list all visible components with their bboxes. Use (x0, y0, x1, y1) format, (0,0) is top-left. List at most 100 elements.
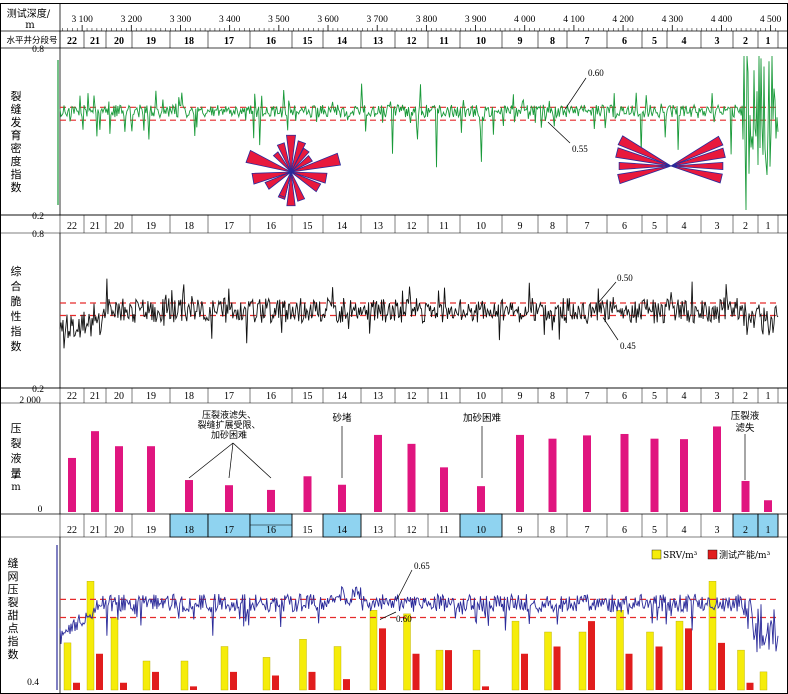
srv-bar (675, 620, 684, 691)
srv-bar (299, 639, 307, 691)
legend-swatch (707, 549, 718, 560)
segment-label: 6 (622, 36, 627, 47)
test-productivity-bar (521, 653, 528, 690)
panel4-segment-row-label: 21 (90, 525, 100, 536)
fluid-volume-bar (680, 439, 688, 512)
fluid-volume-bar (516, 434, 524, 512)
legend-label: SRV/m³ (663, 551, 698, 561)
test-productivity-bar (152, 671, 159, 690)
test-productivity-bar (445, 650, 452, 690)
segment-label: 12 (407, 36, 417, 47)
panel2-segment-row-label: 2 (743, 221, 748, 232)
ylabel-char: 密 (11, 141, 22, 155)
test-productivity-bar (412, 653, 420, 690)
panel4-segment-row-label: 5 (652, 525, 657, 536)
panel4-segment-row-label: 22 (67, 525, 77, 536)
ylabel-char: 裂 (11, 437, 22, 450)
rose-petal (286, 134, 296, 173)
fluid-volume-bar (91, 431, 99, 512)
panel1-ytick-label: 0.8 (32, 45, 44, 55)
test-productivity-bar (655, 646, 663, 690)
panel2-segment-row-label: 1 (766, 221, 771, 232)
test-productivity-bar (482, 686, 489, 690)
panel3-fluid-volume: /m22 21 20 19 18 17 16 15 14 13 12 11 10 9 8 7 6 5 4 3 2 12 0… (0, 387, 788, 515)
annotation-pointer (232, 442, 272, 479)
segment-label: 10 (476, 36, 486, 47)
panel1-threshold-label: 0.55 (572, 144, 588, 154)
srv-bar (511, 620, 520, 691)
panel2-segment-row-label: 17 (224, 221, 234, 232)
ylabel-char: 压 (8, 583, 19, 596)
fluid-volume-bar (477, 486, 485, 512)
annotation-fluid-loss-2: 压裂液 (731, 410, 760, 422)
ylabel-char: 性 (11, 309, 22, 323)
srv-bar (544, 631, 552, 691)
ylabel-char: 合 (11, 279, 22, 293)
segment-label: 8 (550, 36, 555, 47)
depth-axis-title-line-2: m (25, 20, 35, 31)
fluid-volume-bar (650, 438, 659, 512)
panel4-segment-row-label: 8 (550, 525, 555, 536)
rose-petal (286, 171, 296, 207)
rose-petal (290, 147, 310, 173)
panel2-ytick-label: 0.8 (32, 230, 44, 240)
depth-tick-label: 4 100 (563, 15, 585, 25)
panel4-ytick-label: 0.4 (27, 678, 39, 688)
ylabel-char: 指 (11, 324, 22, 338)
test-productivity-bar (718, 642, 725, 690)
panel4-segment-row-label: 20 (114, 525, 124, 536)
rose-petal (276, 142, 292, 173)
panel1-series-line (59, 55, 779, 211)
panel3-segment-row-label: 12 (407, 391, 417, 402)
segment-label: 14 (337, 36, 347, 47)
srv-bar (142, 660, 151, 691)
test-productivity-bar (272, 675, 279, 690)
depth-tick-label: 3 500 (268, 15, 290, 25)
panel3-segment-row-label: 18 (184, 391, 194, 402)
ylabel-char: 点 (8, 622, 19, 635)
ylabel-char: 裂 (8, 596, 19, 609)
segment-axis-title: 水平井分段号 (6, 35, 57, 46)
panel3-ytick-label: 0 (38, 505, 43, 515)
fluid-volume-bar (115, 446, 123, 512)
rose-petal (290, 171, 306, 202)
depth-tick-label: 3 700 (367, 15, 389, 25)
annotation-pointer (228, 442, 234, 479)
fluid-volume-bar (764, 500, 772, 512)
panel4-segment-row-label: 10 (476, 525, 486, 536)
ylabel-char: 脆 (11, 294, 22, 308)
panel3-segment-row-label: 14 (337, 391, 347, 402)
srv-bar (262, 657, 271, 691)
panel3-segment-row-label: 16 (266, 391, 276, 402)
srv-bar (759, 671, 768, 691)
panel4-threshold-label: 0.60 (396, 614, 412, 624)
segment-label: 1 (766, 36, 771, 47)
panel3-segment-row-label: 15 (303, 391, 313, 402)
rose-petal (670, 147, 726, 167)
depth-axis-title-line-1: 测试深度/ (7, 7, 51, 20)
右侧玫瑰图 (615, 135, 726, 185)
legend-swatch (651, 549, 662, 560)
ylabel-char: 裂 (11, 90, 22, 103)
legend-label: 测试产能/m³ (719, 549, 771, 561)
depth-tick-label: 4 200 (612, 15, 634, 25)
panel3-segment-row-label: 5 (652, 391, 657, 402)
ylabel-char: 数 (11, 181, 22, 194)
rose-petal (245, 149, 292, 173)
annotation-sanding-difficulty: 加砂困难 (463, 412, 502, 424)
depth-tick-label: 3 600 (317, 15, 339, 25)
ylabel-char: 液 (11, 451, 22, 465)
左侧玫瑰图 (245, 134, 342, 207)
panel3-ylabel: 压裂液量 (11, 422, 22, 480)
test-productivity-bar (73, 682, 80, 690)
srv-bar (646, 631, 654, 691)
ylabel-char: 网 (8, 570, 19, 583)
panel3-segment-row-label: 20 (114, 391, 124, 402)
test-productivity-bar (96, 653, 103, 690)
panel2-segment-row-label: 4 (682, 221, 687, 232)
panel3-segment-row-label: 1 (766, 391, 771, 402)
panel3-segment-row-label: 9 (518, 391, 523, 402)
panel2-segment-row-label: 20 (114, 221, 124, 232)
panel3-segment-row-label: 11 (439, 391, 449, 402)
